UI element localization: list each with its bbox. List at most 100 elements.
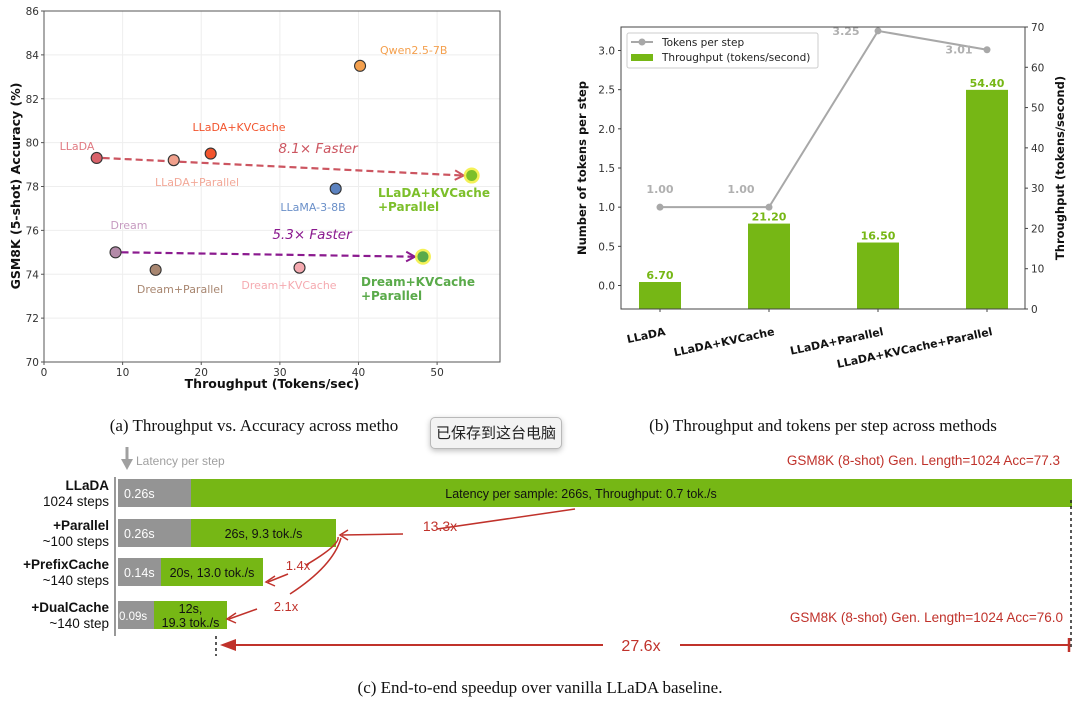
b-legend-box bbox=[626, 32, 819, 69]
c-step-latency: 0.26s bbox=[124, 487, 155, 501]
a-point bbox=[167, 154, 180, 167]
c-arrow-21-seg bbox=[228, 608, 258, 620]
b-left-tick-label: 1.5 bbox=[598, 163, 615, 175]
a-x-axis-label: Throughput (Tokens/sec) bbox=[185, 376, 360, 391]
a-point-label: LLaMA-3-8B bbox=[280, 201, 345, 214]
c-step-arrows: 13.3x 1.4x 2.1x bbox=[225, 508, 576, 624]
c-row-steps: ~140 step bbox=[49, 616, 109, 631]
b-right-tick-label: 20 bbox=[1031, 223, 1044, 235]
a-point bbox=[204, 147, 217, 160]
a-speedup-label: 8.1× Faster bbox=[278, 141, 359, 157]
c-step-bar bbox=[118, 519, 191, 547]
c-legend-hint: Latency per step bbox=[121, 447, 225, 470]
a-point-label: Qwen2.5-7B bbox=[380, 44, 447, 57]
a-point bbox=[109, 246, 122, 259]
b-legend-throughput: Throughput (tokens/second) bbox=[661, 52, 810, 64]
b-x-ticks: LLaDA LLaDA+KVCache LLaDA+ParallelLLaDA+KV… bbox=[626, 309, 994, 371]
a-point-label-line: Dream bbox=[111, 219, 148, 232]
b-plot-frame bbox=[620, 26, 1026, 310]
b-bar-value-label: 54.40 bbox=[970, 77, 1005, 90]
a-y-tick-label: 80 bbox=[26, 138, 39, 150]
a-x-tick-label: 50 bbox=[430, 367, 443, 379]
b-bar-value-label: 16.50 bbox=[861, 230, 896, 243]
a-point-label: Dream+KVCache bbox=[241, 279, 336, 292]
a-y-tick-label: 84 bbox=[26, 50, 40, 62]
a-point-label-line: +Parallel bbox=[361, 289, 422, 303]
b-right-ticks: 0 10 20 30 40 50 60 70 bbox=[1025, 22, 1044, 316]
c-step-latency: 0.09s bbox=[119, 611, 147, 623]
a-point bbox=[354, 59, 367, 72]
c-step-bar bbox=[118, 558, 161, 586]
a-point-label: Dream+KVCache +Parallel bbox=[361, 275, 475, 303]
c-note-fast: GSM8K (8-shot) Gen. Length=1024 Acc=76.0 bbox=[790, 610, 1063, 625]
a-point bbox=[293, 261, 306, 274]
c-row: +PrefixCache~140 steps 0.14s 20s, 13.0 tok… bbox=[23, 557, 263, 588]
b-left-tick-label: 2.0 bbox=[598, 124, 615, 136]
a-x-tick-label: 30 bbox=[273, 367, 286, 379]
b-line-point bbox=[983, 46, 991, 54]
c-row-steps: ~100 steps bbox=[43, 534, 110, 549]
a-point-label-line: LLaDA+Parallel bbox=[155, 176, 239, 189]
b-legend-marker bbox=[638, 38, 646, 46]
c-arrow-21-curve bbox=[289, 537, 342, 595]
c-arrow-21-head-icon bbox=[225, 612, 237, 624]
b-bar bbox=[966, 89, 1008, 310]
a-x-tick-label: 0 bbox=[41, 367, 48, 379]
c-caption: (c) End-to-end speedup over vanilla LLaD… bbox=[358, 678, 723, 697]
c-latency-per-step-label: Latency per step bbox=[136, 454, 225, 468]
a-x-ticks: 0 10 20 30 40 50 bbox=[41, 362, 444, 379]
a-point-label-line: LLaDA+KVCache bbox=[378, 186, 490, 200]
b-right-tick-label: 40 bbox=[1031, 143, 1044, 155]
a-y-tick-label: 86 bbox=[26, 6, 40, 18]
b-right-tick-label: 30 bbox=[1031, 183, 1044, 195]
a-point-label-line: LLaDA bbox=[60, 140, 95, 153]
a-point-label-line: Dream+KVCache bbox=[361, 275, 475, 289]
b-left-tick-label: 0.0 bbox=[598, 281, 615, 293]
a-point-label-line: Qwen2.5-7B bbox=[380, 44, 447, 57]
b-line-value-label: 1.00 bbox=[727, 183, 754, 196]
b-line-path bbox=[660, 29, 988, 209]
c-total-speedup-arrow: 27.6x bbox=[220, 638, 1071, 655]
c-speedup-parallel: 13.3x bbox=[423, 518, 457, 534]
c-step-latency: 0.14s bbox=[124, 566, 155, 580]
b-line-value-label: 3.01 bbox=[945, 44, 972, 57]
b-bar bbox=[639, 282, 681, 309]
a-point-label: LLaDA+KVCache +Parallel bbox=[378, 186, 490, 214]
a-point bbox=[466, 170, 478, 182]
b-legend: Tokens per step Throughput (tokens/secon… bbox=[626, 32, 819, 69]
c-speedup-dual: 2.1x bbox=[274, 599, 299, 614]
c-row-name: +PrefixCache bbox=[23, 557, 109, 572]
a-y-tick-label: 70 bbox=[26, 357, 39, 369]
c-arrow-133-head-icon bbox=[338, 529, 349, 541]
b-line-point bbox=[765, 203, 773, 211]
b-legend-bar-swatch bbox=[631, 54, 653, 61]
a-y-tick-label: 76 bbox=[26, 225, 40, 237]
c-arrow-head-icon bbox=[220, 639, 236, 651]
c-total-bar bbox=[118, 479, 1072, 507]
c-row: +Parallel~100 steps 0.26s 26s, 9.3 tok./s bbox=[43, 518, 336, 549]
c-row-name: +DualCache bbox=[31, 600, 109, 615]
a-y-tick-label: 78 bbox=[26, 182, 39, 194]
a-point-labels: LLaDA LLaDA+Parallel LLaDA+KVCache Qwen2.5-… bbox=[60, 44, 490, 303]
a-arrow-line bbox=[121, 251, 415, 258]
a-point-label: LLaDA bbox=[60, 140, 95, 153]
c-arrow-133-seg2 bbox=[341, 533, 404, 536]
a-y-tick-label: 72 bbox=[26, 313, 39, 325]
c-row-total-label-line: Latency per sample: 266s, Throughput: 0.… bbox=[445, 487, 716, 501]
b-left-tick-label: 0.5 bbox=[598, 241, 615, 253]
b-left-ticks: 0.0 0.5 1.0 1.5 2.0 2.5 3.0 bbox=[598, 46, 621, 293]
saved-toast-tooltip: 已保存到这台电脑 bbox=[430, 417, 562, 449]
a-point-label: LLaDA+Parallel bbox=[155, 176, 239, 189]
a-point bbox=[329, 182, 342, 195]
c-speedup-total: 27.6x bbox=[621, 638, 660, 655]
a-point bbox=[149, 263, 162, 276]
b-bar bbox=[748, 223, 790, 309]
c-row-total-label: 20s, 13.0 tok./s bbox=[170, 566, 255, 580]
chart-a-scatter: 0 10 20 30 40 50 70 72 74 76 78 80 82 84 86 Throughpu… bbox=[8, 6, 501, 435]
b-line-point bbox=[874, 27, 882, 35]
a-y-ticks: 70 72 74 76 78 80 82 84 86 bbox=[26, 6, 44, 369]
a-speedup-label: 5.3× Faster bbox=[272, 227, 353, 243]
